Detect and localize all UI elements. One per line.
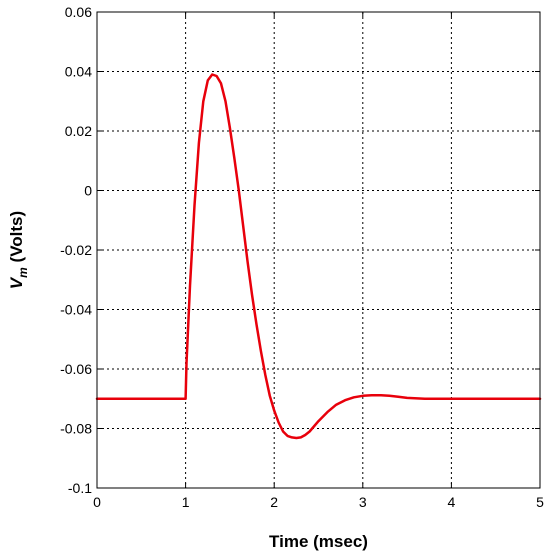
y-tick-labels: 0.06 0.04 0.02 0 -0.02 -0.04 -0.06 -0.08 -0.1: [60, 4, 92, 496]
x-tick-label: 5: [536, 494, 544, 510]
series-line: [95, 73, 542, 440]
x-tick-label: 1: [182, 494, 190, 510]
x-tick-label: 3: [359, 494, 367, 510]
y-tick-label: 0.04: [65, 64, 92, 80]
y-axis-title-subscript: m: [16, 267, 30, 278]
y-tick-label: -0.02: [60, 242, 92, 258]
y-tick-label: -0.08: [60, 421, 92, 437]
y-axis-title: Vm (Volts): [7, 211, 30, 289]
y-tick-label: 0.06: [65, 4, 92, 20]
series-group: [95, 73, 542, 440]
y-tick-label: -0.04: [60, 302, 92, 318]
y-tick-label: 0: [84, 183, 92, 199]
y-axis-title-unit: (Volts): [7, 211, 26, 267]
y-tick-label: -0.06: [60, 361, 92, 377]
y-axis-title-symbol: V: [7, 276, 26, 289]
x-tick-label: 0: [93, 494, 101, 510]
x-tick-label: 2: [270, 494, 278, 510]
x-tick-labels: 0 1 2 3 4 5: [93, 494, 544, 510]
x-axis-title: Time (msec): [269, 532, 368, 551]
y-tick-label: -0.1: [68, 480, 92, 496]
x-tick-label: 4: [448, 494, 456, 510]
plot-frame: [96, 11, 541, 489]
y-tick-label: 0.02: [65, 123, 92, 139]
